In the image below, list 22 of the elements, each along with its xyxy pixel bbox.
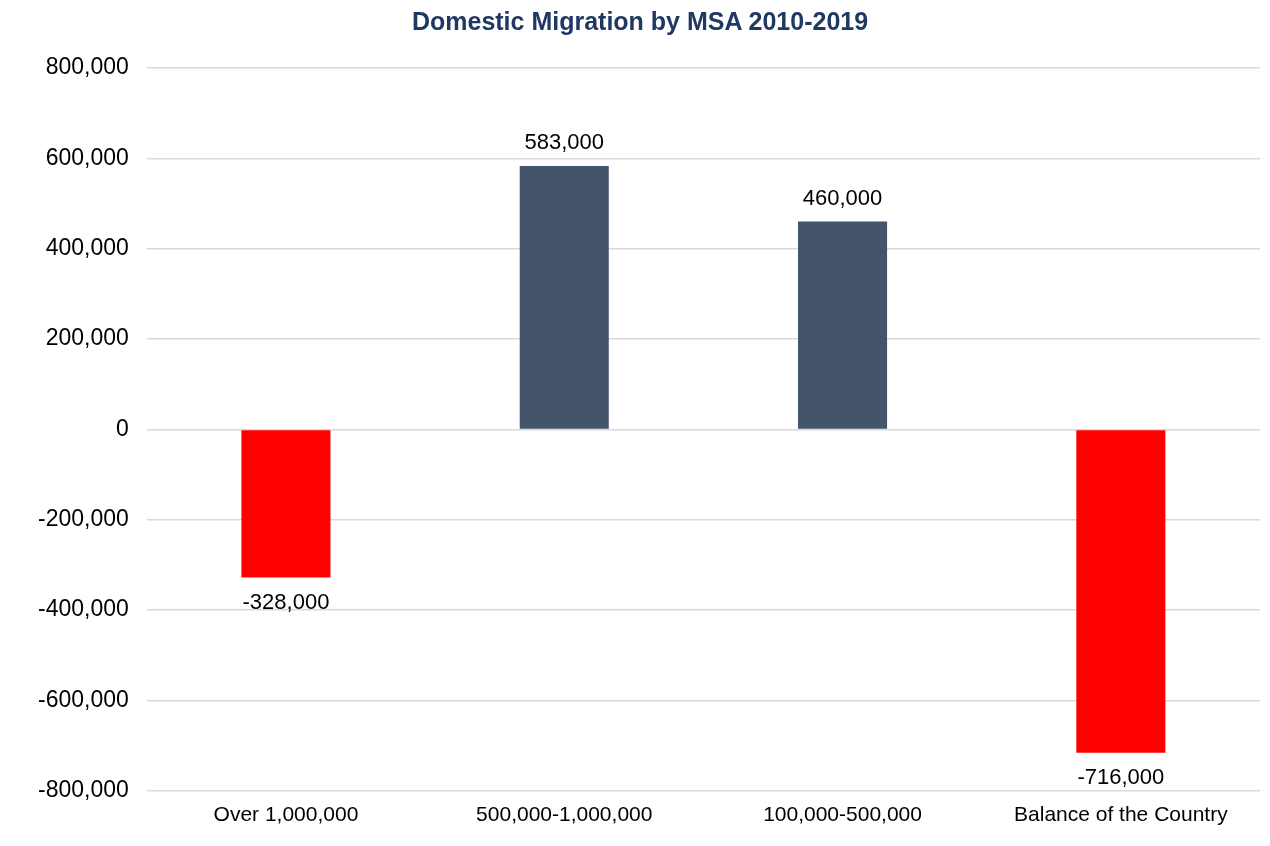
y-tick-label: -400,000 bbox=[37, 595, 129, 622]
x-tick-label: Balance of the Country bbox=[1014, 802, 1229, 826]
bar bbox=[1076, 430, 1166, 753]
bar bbox=[798, 221, 888, 429]
y-tick-label: 800,000 bbox=[45, 53, 129, 80]
chart-title: Domestic Migration by MSA 2010-2019 bbox=[411, 6, 869, 35]
data-label: 460,000 bbox=[802, 184, 883, 210]
y-tick-label: -600,000 bbox=[37, 685, 129, 712]
y-tick-label: -800,000 bbox=[37, 776, 129, 803]
y-tick-label: 0 bbox=[116, 414, 129, 441]
x-tick-label: 500,000-1,000,000 bbox=[476, 802, 653, 826]
y-tick-label: 400,000 bbox=[45, 234, 129, 261]
bar bbox=[519, 166, 609, 429]
y-tick-label: -200,000 bbox=[37, 505, 129, 532]
y-tick-label: 600,000 bbox=[45, 143, 129, 170]
bar bbox=[241, 430, 331, 578]
data-label: -328,000 bbox=[242, 588, 330, 614]
data-label: 583,000 bbox=[524, 129, 605, 155]
x-tick-label: Over 1,000,000 bbox=[213, 802, 359, 826]
y-tick-label: 200,000 bbox=[45, 324, 129, 351]
x-tick-label: 100,000-500,000 bbox=[763, 802, 922, 826]
data-label: -716,000 bbox=[1077, 763, 1165, 789]
